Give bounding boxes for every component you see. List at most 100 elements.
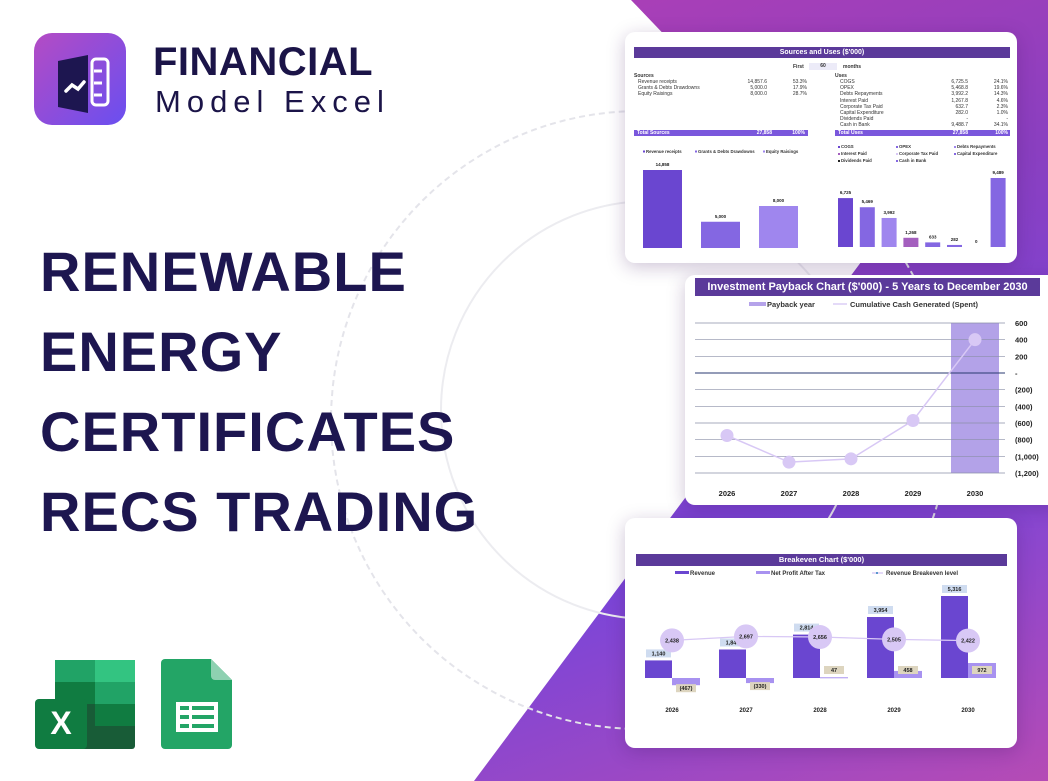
cumulative-point <box>968 333 982 347</box>
y-tick-label: 200 <box>1015 352 1028 361</box>
net-profit-bar <box>746 678 774 684</box>
bar-label: 0 <box>975 239 978 244</box>
x-tick-label: 2030 <box>961 708 975 714</box>
x-tick-label: 2029 <box>887 708 901 714</box>
total-uses-row: Total Uses 27,858 100% <box>835 130 1010 136</box>
y-tick-label: 400 <box>1015 336 1028 345</box>
x-tick-label: 2030 <box>967 489 984 498</box>
legend-label: Cumulative Cash Generated (Spent) <box>850 300 978 309</box>
breakeven-point <box>660 628 684 653</box>
legend-swatch <box>838 146 840 148</box>
breakeven-point <box>808 625 832 650</box>
use-bar <box>838 198 853 247</box>
legend-swatch <box>643 150 645 153</box>
cumulative-line <box>726 339 976 463</box>
card-title: Sources and Uses ($'000) <box>634 47 1010 58</box>
bar-label: 1,268 <box>905 230 917 235</box>
legend-swatch <box>838 153 840 155</box>
cumulative-point <box>844 452 858 466</box>
legend-label: COGS <box>841 144 854 149</box>
revenue-bar <box>719 649 746 678</box>
legend-label: Capital Expenditure <box>957 151 998 156</box>
breakeven-point <box>734 624 758 649</box>
net-profit-bar <box>894 670 922 678</box>
bar-label: 5,000 <box>715 214 727 219</box>
revenue-label: 2,814 <box>800 626 815 632</box>
bar-label: 14,858 <box>656 162 670 167</box>
title-line: RENEWABLE <box>40 240 407 303</box>
revenue-label: 1,848 <box>726 640 740 646</box>
bar-label: 633 <box>929 234 937 239</box>
title-line: CERTIFICATES <box>40 400 456 463</box>
page-title: RENEWABLE ENERGY CERTIFICATES RECS TRADI… <box>40 232 478 552</box>
bar-label: 282 <box>951 237 959 242</box>
y-tick-label: (1,000) <box>1015 452 1039 461</box>
x-tick-label: 2029 <box>905 489 922 498</box>
label-box <box>972 666 992 674</box>
bar-label: 8,000 <box>773 198 785 203</box>
revenue-label: 1,140 <box>652 651 666 657</box>
use-bar <box>925 242 941 247</box>
source-bar <box>701 221 740 248</box>
use-bar <box>990 178 1006 247</box>
net-profit-bar <box>820 677 848 679</box>
title-line: RECS TRADING <box>40 480 479 543</box>
legend-swatch <box>954 146 956 148</box>
excel-icon: X <box>35 660 135 749</box>
net-profit-label: (467) <box>680 686 693 692</box>
legend-swatch <box>756 571 770 574</box>
use-bar <box>881 217 897 247</box>
legend-label: Debts Repayments <box>957 144 996 149</box>
y-tick-label: - <box>1015 369 1018 378</box>
revenue-label: 3,954 <box>874 608 889 614</box>
x-tick-label: 2026 <box>719 489 736 498</box>
months-label: months <box>843 64 862 70</box>
sources-uses-charts: Revenue receipts Grants & Debts Drawdowns… <box>643 144 1006 248</box>
cumulative-point <box>782 455 796 469</box>
y-tick-label: (1,200) <box>1015 469 1039 478</box>
bar-label: 3,992 <box>883 210 895 215</box>
legend-swatch <box>763 150 765 153</box>
x-tick-label: 2026 <box>665 708 679 714</box>
label-box <box>794 623 819 632</box>
payback-year-bar <box>951 323 999 473</box>
google-sheets-icon <box>161 659 232 749</box>
legend-label: Revenue Breakeven level <box>886 571 958 577</box>
total-sources-row: Total Sources 27,858 100% <box>634 130 808 136</box>
use-bar <box>947 244 962 247</box>
logo-chart-icon <box>58 55 110 113</box>
brand-logo <box>34 33 126 125</box>
legend-swatch <box>954 153 956 155</box>
label-box <box>824 666 844 674</box>
legend-swatch <box>896 146 898 148</box>
legend-swatch <box>896 153 898 155</box>
card-title: Investment Payback Chart ($'000) - 5 Yea… <box>695 278 1040 296</box>
revenue-bar <box>645 660 672 678</box>
breakeven-label: 2,438 <box>665 638 679 644</box>
uses-heading: Uses <box>835 73 847 79</box>
legend-label: OPEX <box>899 144 911 149</box>
revenue-label: 5,316 <box>948 587 962 593</box>
net-profit-bar <box>672 678 700 686</box>
breakeven-label: 2,697 <box>739 634 753 640</box>
net-profit-label: 458 <box>903 668 912 674</box>
title-line: ENERGY <box>40 320 283 383</box>
legend-marker <box>876 572 878 574</box>
label-box <box>868 606 893 615</box>
legend-label: Payback year <box>767 300 815 309</box>
label-box <box>646 649 671 658</box>
net-profit-label: 972 <box>977 668 986 674</box>
x-tick-label: 2027 <box>739 708 753 714</box>
label-box <box>898 666 918 674</box>
legend-label: Corporate Tax Paid <box>899 151 938 156</box>
payback-card: Investment Payback Chart ($'000) - 5 Yea… <box>685 275 1048 505</box>
net-profit-label: 47 <box>831 668 837 674</box>
bar-label: 5,469 <box>862 199 874 204</box>
months-input[interactable]: 60 <box>809 63 837 70</box>
net-profit-label: (330) <box>754 684 767 690</box>
breakeven-label: 2,422 <box>961 639 975 645</box>
legend-label: Revenue <box>690 571 716 577</box>
legend-label: Cash in Bank <box>899 158 927 163</box>
breakeven-chart: Revenue Net Profit After Tax Revenue Break… <box>645 571 996 714</box>
legend-swatch <box>675 571 689 574</box>
